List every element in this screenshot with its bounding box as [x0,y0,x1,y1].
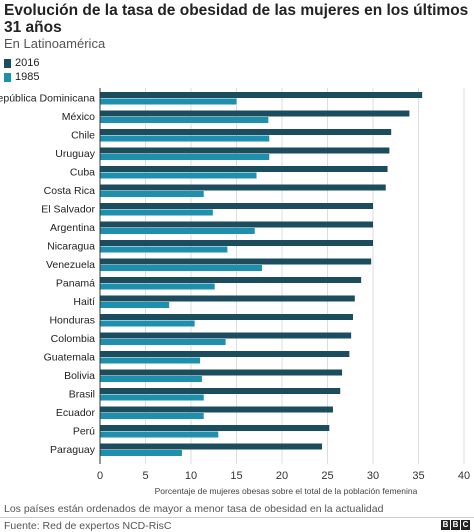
bar-1985 [100,265,262,271]
bar-1985 [100,117,269,123]
category-label: República Dominicana [0,93,95,105]
bar-1985 [100,191,204,197]
bar-2016 [100,92,423,98]
category-label: Honduras [49,315,95,327]
bbc-logo: B B C [441,520,470,530]
legend-label-1985: 1985 [15,71,40,83]
bar-1985 [100,320,195,327]
bar-2016 [100,166,388,172]
x-tick-label: 15 [230,470,242,482]
category-label: Uruguay [55,148,95,160]
category-label: Cuba [70,167,95,179]
category-label: Costa Rica [44,185,96,197]
bar-chart: 0 5 10 15 20 25 30 35 40 República Dominicana Méxi… [0,88,470,496]
bar-1985 [100,357,201,364]
bar-1985 [100,302,170,308]
bar-2016 [100,443,323,450]
bar-2016 [100,277,362,283]
category-label: Ecuador [56,407,96,419]
legend-label-2016: 2016 [15,57,40,69]
bar-2016 [100,332,352,339]
bbc-logo-letter: B [451,520,460,530]
bar-1985 [100,209,213,216]
chart-subtitle: En Latinoamérica [4,36,106,51]
x-tick-label: 40 [458,470,470,482]
bar-1985 [100,98,237,105]
bar-1985 [100,246,228,253]
legend-item-1985: 1985 [4,70,39,84]
bbc-logo-letter: C [461,520,470,530]
legend-item-2016: 2016 [4,56,39,70]
bar-2016 [100,406,333,413]
bar-1985 [100,376,202,382]
bar-1985 [100,154,270,160]
category-label: Chile [71,130,95,142]
bar-1985 [100,283,215,290]
bar-2016 [100,240,373,246]
category-label: Nicaragua [47,241,95,253]
x-tick-label: 5 [142,470,148,482]
bar-2016 [100,258,372,265]
bbc-logo-letter: B [441,520,450,530]
x-tick-label: 35 [412,470,424,482]
x-tick-label: 0 [97,470,103,482]
x-tick-label: 10 [185,470,197,482]
bar-1985 [100,339,226,345]
category-label: Haití [73,296,95,308]
bar-2016 [100,221,373,228]
category-label: Guatemala [44,352,96,364]
bar-2016 [100,425,330,431]
footer-divider [0,517,474,518]
x-tick-label: 25 [321,470,333,482]
category-label: Bolivia [64,370,95,382]
legend-swatch-2016 [4,58,11,68]
category-label: Colombia [51,333,96,345]
category-label: Venezuela [46,259,95,271]
bar-1985 [100,228,255,234]
bar-2016 [100,129,392,135]
chart-title: Evolución de la tasa de obesidad de las … [4,2,469,36]
category-label: Brasil [69,389,95,401]
x-tick-label: 30 [367,470,379,482]
bar-2016 [100,369,343,376]
bar-1985 [100,431,219,438]
bar-2016 [100,351,350,357]
category-label: Perú [73,426,95,438]
bar-2016 [100,184,386,191]
legend-swatch-1985 [4,72,11,82]
category-label: El Salvador [41,204,95,216]
bar-2016 [100,295,355,302]
bar-1985 [100,394,204,401]
category-label: Paraguay [50,444,96,456]
source-text: Fuente: Red de expertos NCD-RisC [4,520,172,532]
x-tick-label: 20 [276,470,288,482]
category-label: Panamá [56,278,95,290]
bar-2016 [100,147,390,154]
bar-1985 [100,172,257,179]
bar-2016 [100,314,353,320]
bar-2016 [100,203,373,209]
x-axis-title: Porcentaje de mujeres obesas sobre el to… [155,486,418,496]
bar-1985 [100,135,270,142]
bar-1985 [100,413,204,419]
bar-1985 [100,450,182,456]
bar-2016 [100,110,410,117]
bar-2016 [100,388,341,394]
category-label: México [62,111,95,123]
footnote: Los países están ordenados de mayor a me… [4,503,384,515]
legend: 2016 1985 [4,56,39,84]
category-label: Argentina [50,222,95,234]
